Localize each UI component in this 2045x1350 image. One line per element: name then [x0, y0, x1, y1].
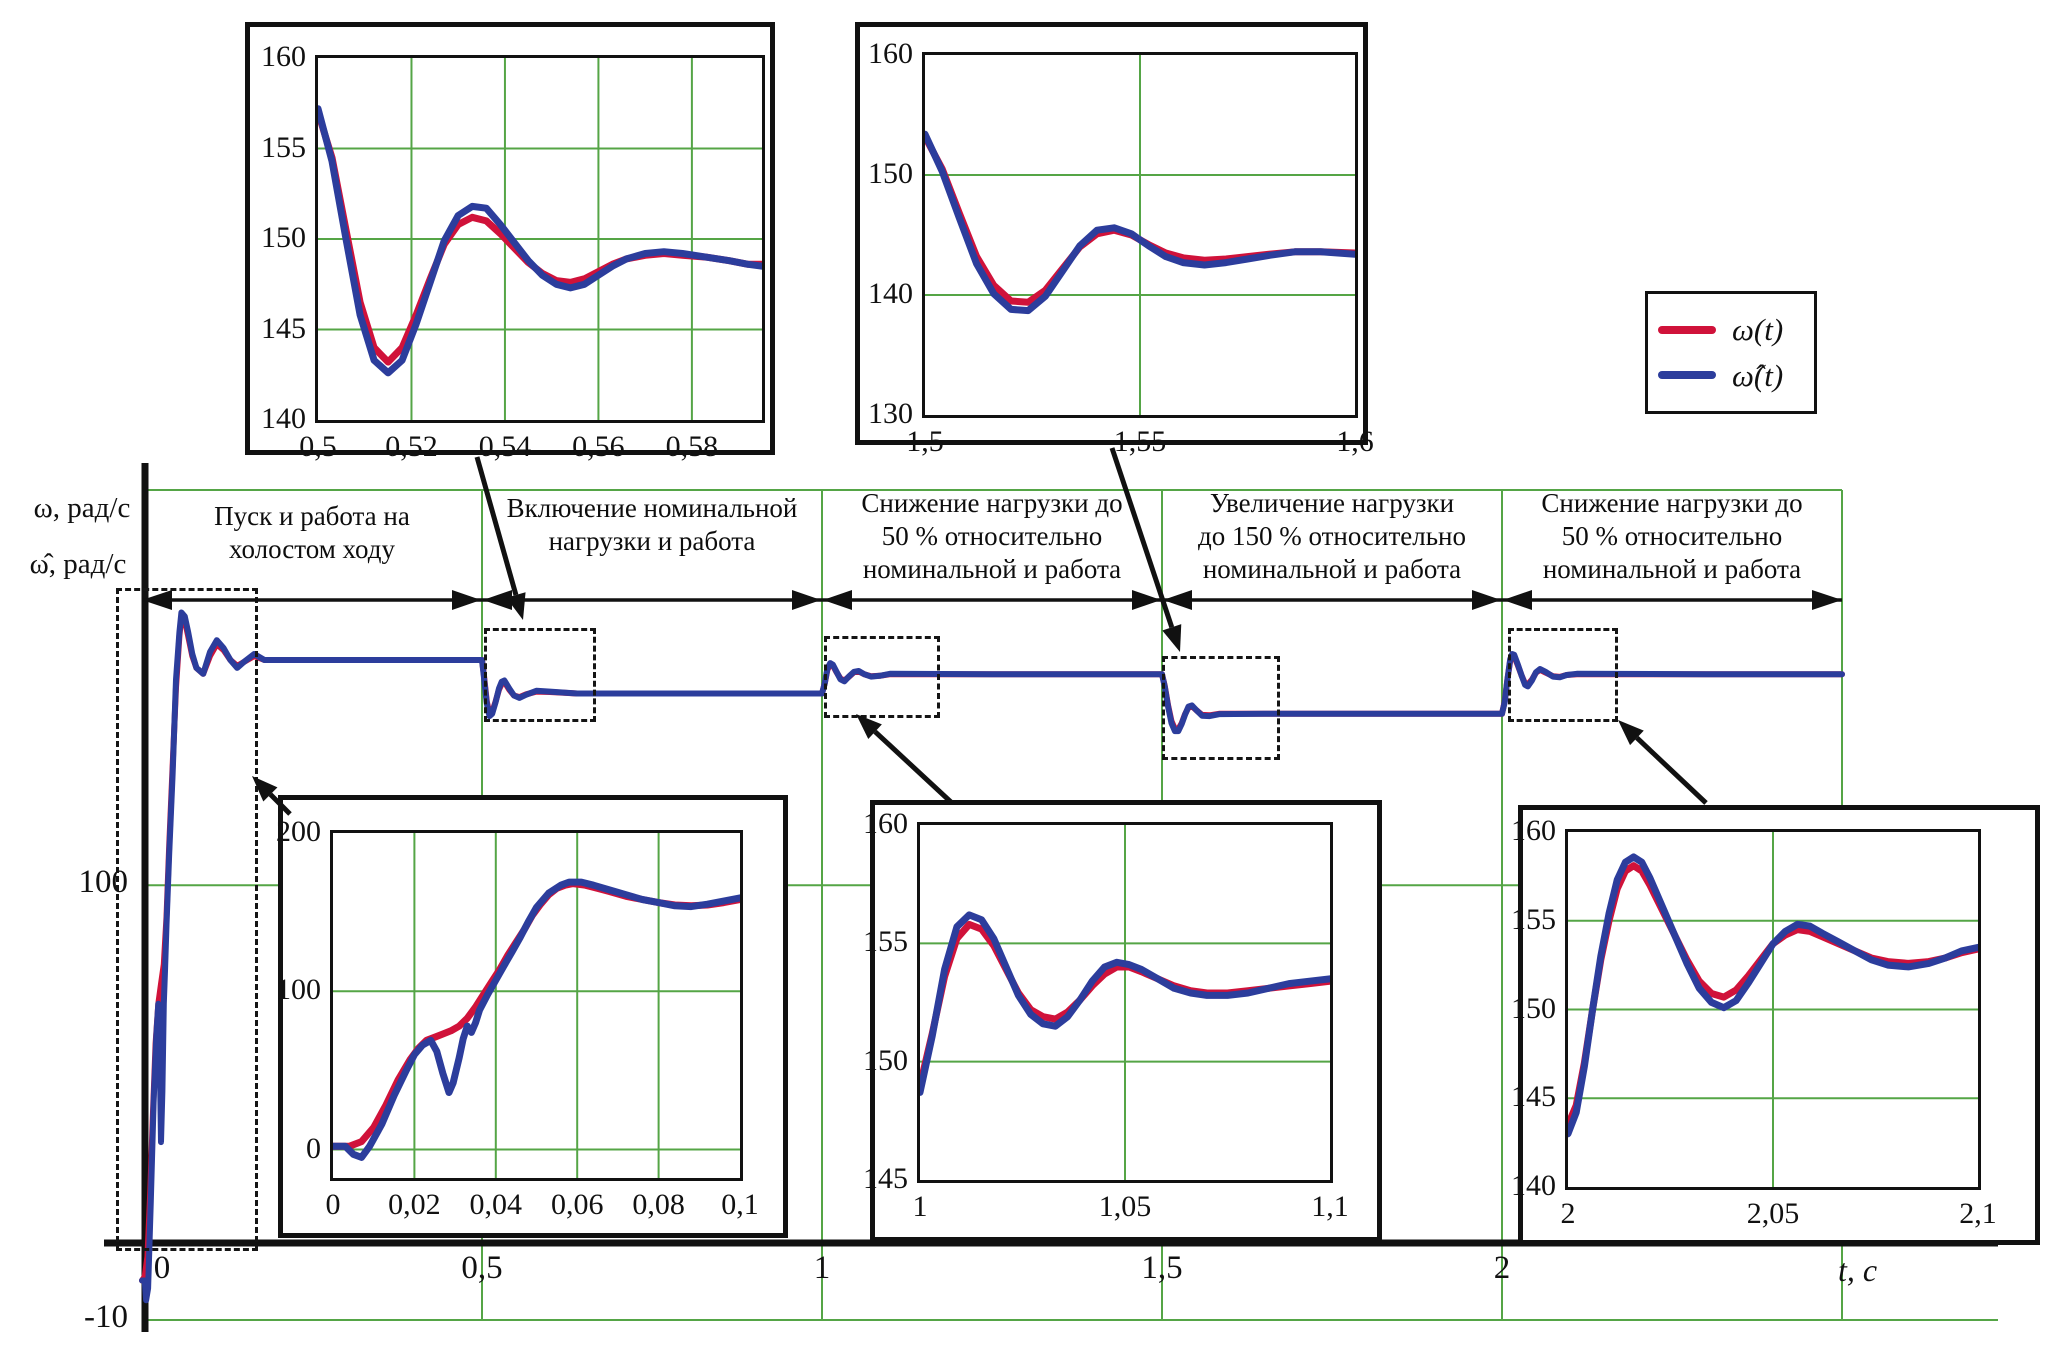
inset-x-tick-label: 0: [325, 1188, 341, 1221]
inset-load-drop-second-plot-area: [1565, 829, 1981, 1190]
inset-load-drop-second-plot-svg: [1568, 832, 1978, 1187]
inset-load-on-plot: [245, 22, 775, 455]
zoom-region-load-on: [484, 628, 596, 722]
legend-label-omega: ω(t): [1732, 312, 1784, 348]
inset-load-drop-first-plot-area: [917, 822, 1333, 1183]
zoom-region-load-50-first: [824, 636, 940, 718]
inset-y-tick-label: 160: [868, 37, 913, 70]
inset-load-on-plot-area: [315, 55, 765, 423]
inset-y-tick-label: 130: [868, 397, 913, 430]
inset-x-tick-label: 1,05: [1098, 1190, 1152, 1223]
inset-load-drop-first-plot: [870, 800, 1382, 1242]
y-axis-unit-omega: ω, рад/с: [33, 492, 131, 524]
annotation-load-50-second: Снижение нагрузки до 50 % относительно н…: [1541, 488, 1803, 584]
inset-y-tick-label: 200: [276, 815, 321, 848]
inset-load-increase-plot-svg: [925, 55, 1355, 415]
inset-x-tick-label: 0,52: [385, 430, 438, 463]
inset-y-tick-label: 150: [863, 1043, 908, 1077]
inset-x-tick-label: 0,02: [388, 1188, 441, 1221]
inset-startup-plot-svg: [333, 833, 740, 1178]
legend-row-omega: ω(t): [1658, 314, 1804, 345]
inset-y-tick-label: 155: [261, 130, 306, 164]
inset-x-tick-label: 1,1: [1311, 1190, 1349, 1223]
inset-y-tick-label: 140: [1511, 1169, 1556, 1202]
inset-x-tick-label: 2: [1560, 1197, 1576, 1230]
inset-startup-plot-area: [330, 830, 743, 1181]
inset-y-tick-label: 100: [276, 973, 321, 1007]
main-x-tick-label: 0: [153, 1250, 171, 1286]
legend-row-omega-hat: ω̂(t): [1658, 360, 1804, 391]
x-axis-title: t, c: [1838, 1252, 1878, 1288]
inset-load-on-plot-svg: [318, 58, 762, 420]
zoom-region-load-50-second: [1508, 628, 1618, 722]
inset-load-drop-second-plot: [1518, 805, 2040, 1245]
inset-y-tick-label: 155: [863, 925, 908, 959]
zoom-region-load-150: [1162, 656, 1280, 760]
inset-x-tick-label: 1,55: [1113, 425, 1167, 458]
inset-x-tick-label: 1,6: [1336, 425, 1374, 458]
inset-load-drop-first-plot-svg: [920, 825, 1330, 1180]
inset-x-tick-label: 1: [912, 1190, 928, 1223]
legend: ω(t) ω̂(t): [1645, 291, 1817, 414]
main-y-tick-label: 100: [78, 864, 129, 901]
inset-x-tick-label: 0,08: [632, 1188, 685, 1221]
omega-hat-line-swatch: [1658, 371, 1716, 380]
inset-load-increase-plot: [855, 22, 1368, 445]
inset-y-tick-label: 145: [863, 1162, 908, 1195]
inset-y-tick-label: 160: [261, 40, 306, 73]
inset-x-tick-label: 0,56: [572, 430, 625, 463]
main-x-tick-label: 0,5: [461, 1250, 503, 1286]
inset-y-tick-label: 145: [1511, 1080, 1556, 1114]
main-x-tick-label: 2: [1493, 1250, 1511, 1286]
inset-x-tick-label: 0,5: [299, 430, 337, 463]
main-x-tick-label: 1,5: [1141, 1250, 1183, 1286]
inset-y-tick-label: 140: [868, 277, 913, 310]
inset-y-tick-label: 145: [261, 311, 306, 345]
inset-y-tick-label: 160: [863, 807, 908, 840]
inset-y-tick-label: 140: [261, 402, 306, 435]
legend-label-omega-hat: ω̂(t): [1732, 357, 1784, 393]
inset-y-tick-label: 155: [1511, 902, 1556, 936]
inset-y-tick-label: 0: [306, 1131, 321, 1165]
inset-startup-plot: [278, 795, 788, 1238]
inset-load-increase-plot-area: [922, 52, 1358, 418]
zoom-region-startup: [116, 588, 258, 1251]
omega-line-swatch: [1658, 325, 1716, 334]
annotation-load-50-first: Снижение нагрузки до 50 % относительно н…: [861, 488, 1123, 584]
annotation-nominal-load: Включение номинальной нагрузки и работа: [506, 493, 798, 556]
y-axis-unit-omega-hat: ω̂, рад/с: [29, 548, 127, 580]
inset-x-tick-label: 1,5: [906, 425, 944, 458]
main-y-tick-label: -10: [84, 1299, 128, 1335]
inset-y-tick-label: 150: [868, 157, 913, 190]
inset-x-tick-label: 2,1: [1959, 1197, 1997, 1230]
main-x-tick-label: 1: [813, 1250, 831, 1286]
annotation-load-150: Увеличение нагрузки до 150 % относительн…: [1198, 488, 1466, 584]
inset-y-tick-label: 160: [1511, 814, 1556, 847]
inset-x-tick-label: 0,04: [469, 1188, 523, 1221]
inset-y-tick-label: 150: [261, 221, 306, 254]
inset-y-tick-label: 150: [1511, 991, 1556, 1025]
inset-x-tick-label: 0,1: [721, 1188, 759, 1221]
inset-x-tick-label: 2,05: [1746, 1197, 1800, 1230]
inset-x-tick-label: 0,58: [665, 430, 719, 463]
inset-x-tick-label: 0,06: [550, 1188, 604, 1221]
annotation-startup: Пуск и работа на холостом ходу: [214, 501, 410, 564]
